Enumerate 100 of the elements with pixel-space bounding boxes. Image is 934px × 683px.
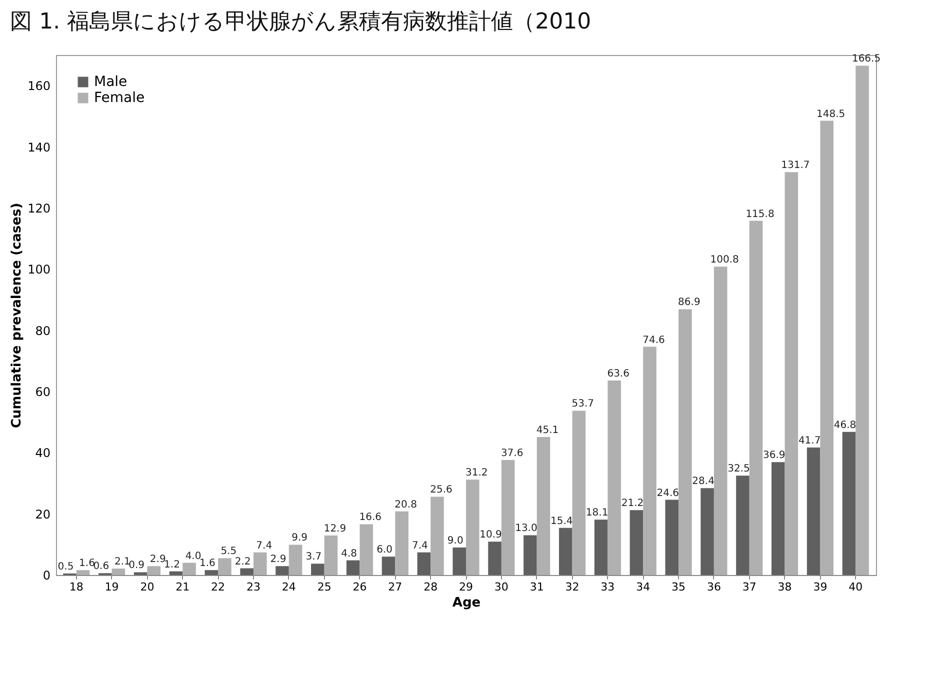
bar (558, 528, 572, 575)
x-tick-label: 29 (459, 580, 473, 594)
data-label: 0.6 (93, 561, 110, 572)
bar (842, 432, 856, 575)
data-label: 46.8 (834, 420, 856, 431)
y-tick-label: 80 (35, 324, 50, 338)
bar (311, 564, 324, 575)
bar (134, 572, 148, 575)
bar (324, 536, 338, 575)
data-label: 0.9 (128, 560, 145, 572)
bar (665, 500, 679, 575)
bar (572, 410, 586, 575)
data-label: 100.8 (710, 254, 739, 266)
data-label: 166.5 (852, 54, 881, 65)
data-label: 24.6 (656, 488, 680, 499)
x-tick-label: 27 (388, 580, 402, 594)
data-label: 1.6 (79, 558, 95, 570)
data-label: 53.7 (572, 398, 594, 410)
data-label: 63.6 (607, 368, 630, 380)
data-label: 6.0 (376, 544, 392, 556)
bar (288, 544, 302, 575)
data-label: 2.1 (114, 556, 130, 568)
data-label: 1.6 (199, 558, 216, 570)
x-tick-label: 22 (211, 580, 226, 594)
bar (182, 562, 196, 575)
bar (536, 437, 550, 575)
data-label: 21.2 (621, 498, 644, 510)
data-label: 0.5 (58, 561, 74, 572)
x-tick-label: 34 (636, 580, 650, 594)
data-label: 74.6 (642, 334, 665, 346)
bar (430, 496, 444, 575)
bar (856, 66, 869, 575)
data-label: 4.0 (185, 550, 202, 562)
bar (608, 380, 621, 575)
bar (253, 552, 267, 575)
y-tick-label: 120 (28, 201, 50, 216)
y-tick-label: 60 (35, 384, 50, 399)
data-label: 7.4 (412, 540, 428, 552)
data-label: 5.5 (220, 546, 237, 558)
bar (169, 571, 183, 575)
bar (501, 460, 515, 575)
data-label: 2.9 (150, 554, 166, 566)
x-tick-label: 20 (140, 580, 154, 594)
x-axis-title: Age (452, 596, 481, 610)
x-tick-label: 21 (176, 580, 190, 594)
bar (204, 570, 218, 575)
data-label: 131.7 (781, 160, 810, 172)
data-label: 148.5 (816, 108, 846, 120)
y-axis-title: Cumulative prevalence (cases) (10, 202, 25, 428)
bar (749, 220, 763, 575)
bar (76, 570, 90, 575)
x-tick-label: 35 (672, 580, 686, 594)
bar (346, 560, 360, 575)
x-tick-label: 30 (494, 580, 508, 594)
x-tick-label: 25 (317, 580, 332, 594)
y-tick-label: 160 (28, 79, 50, 94)
bar (678, 309, 692, 575)
data-label: 86.9 (678, 297, 700, 308)
data-label: 28.4 (692, 476, 714, 488)
bar (594, 520, 608, 575)
legend-label: Female (94, 90, 145, 106)
data-label: 15.4 (550, 516, 573, 527)
data-label: 1.2 (164, 559, 180, 570)
x-tick-label: 40 (848, 580, 863, 594)
data-label: 32.5 (728, 464, 750, 475)
bar (784, 172, 798, 575)
data-label: 31.2 (466, 468, 488, 479)
data-label: 25.6 (430, 484, 452, 496)
y-tick-label: 20 (35, 507, 50, 522)
x-tick-label: 23 (246, 580, 260, 594)
data-label: 9.0 (447, 535, 464, 546)
x-tick-label: 18 (69, 580, 84, 594)
bar (112, 568, 126, 575)
bar (417, 552, 431, 575)
bar (714, 266, 728, 575)
bar (820, 120, 834, 575)
data-label: 10.9 (480, 530, 502, 541)
x-tick-label: 26 (352, 580, 367, 594)
bar (806, 447, 820, 575)
data-label: 41.7 (798, 435, 821, 446)
x-tick-label: 39 (813, 580, 828, 594)
y-tick-label: 140 (28, 140, 50, 154)
bar (736, 476, 750, 575)
legend-label: Male (94, 74, 128, 90)
x-tick-label: 37 (742, 580, 756, 594)
data-label: 2.2 (234, 556, 251, 568)
bar (240, 568, 254, 575)
x-tick-label: 32 (565, 580, 580, 594)
bar (466, 480, 480, 575)
data-label: 20.8 (394, 499, 417, 510)
data-label: 7.4 (256, 540, 272, 552)
data-label: 37.6 (500, 448, 524, 459)
bar (643, 346, 656, 575)
data-label: 12.9 (324, 524, 346, 535)
x-tick-label: 38 (778, 580, 792, 594)
data-label: 36.9 (763, 450, 786, 462)
y-tick-label: 100 (28, 262, 50, 277)
bar (395, 511, 408, 575)
data-label: 16.6 (359, 512, 382, 524)
bar (360, 524, 374, 575)
